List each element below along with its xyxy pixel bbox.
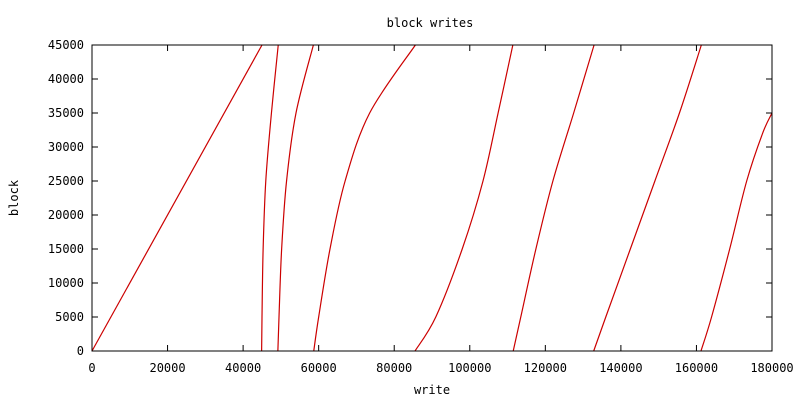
x-axis-label: write [414,383,450,397]
series-line-6 [512,44,595,352]
series-line-7 [593,44,702,352]
x-tick-label: 40000 [225,361,261,375]
y-tick-label: 30000 [48,140,84,154]
ticks-layer: 0 20000 40000 60000 80000 100000 120000 140000 1… [48,38,794,375]
y-tick-label: 0 [77,344,84,358]
series-line-5 [414,44,514,352]
series-line-1 [91,44,263,352]
x-tick-label: 100000 [448,361,491,375]
y-tick-label: 25000 [48,174,84,188]
y-tick-label: 20000 [48,208,84,222]
series-layer [91,44,773,352]
x-tick-label: 140000 [599,361,642,375]
y-tick-label: 15000 [48,242,84,256]
chart-title: block writes [387,16,474,30]
y-tick-label: 10000 [48,276,84,290]
y-tick-label: 40000 [48,72,84,86]
x-tick-label: 60000 [301,361,337,375]
plot-frame [91,44,773,352]
y-tick-label: 5000 [55,310,84,324]
series-line-2 [261,44,279,352]
series-line-3 [277,44,314,352]
y-tick-label: 45000 [48,38,84,52]
x-tick-label: 180000 [750,361,793,375]
x-tick-label: 120000 [524,361,567,375]
y-tick-label: 35000 [48,106,84,120]
x-tick-label: 20000 [149,361,185,375]
x-tick-label: 160000 [675,361,718,375]
series-line-4 [313,44,416,352]
x-tick-label: 0 [88,361,95,375]
y-axis-label: block [7,179,21,216]
x-tick-label: 80000 [376,361,412,375]
series-line-8 [700,112,773,352]
